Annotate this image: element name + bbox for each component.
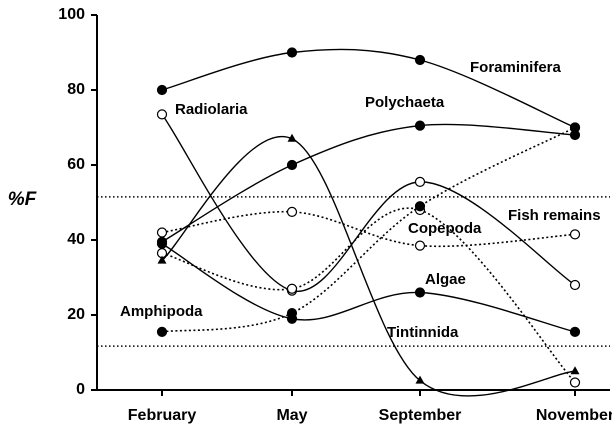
marker <box>415 375 425 384</box>
marker <box>570 366 580 375</box>
marker <box>414 201 426 212</box>
x-tick-label: September <box>379 407 462 424</box>
marker <box>286 206 298 217</box>
marker <box>156 109 168 120</box>
marker <box>414 54 426 66</box>
series-line <box>161 135 576 397</box>
marker <box>414 176 426 187</box>
series-line <box>161 123 576 243</box>
y-tick-label: 60 <box>67 156 85 173</box>
x-tick-label: February <box>128 407 197 424</box>
series-label: Fish remains <box>508 207 601 224</box>
y-tick-label: 40 <box>67 231 85 248</box>
series-line <box>161 210 576 248</box>
series-label: Algae <box>425 271 466 288</box>
marker <box>414 120 426 131</box>
marker <box>156 227 168 238</box>
y-axis-label: %F <box>8 189 38 210</box>
marker <box>569 229 581 240</box>
marker <box>286 159 298 171</box>
y-tick-label: 20 <box>67 306 85 323</box>
series-label: Copepoda <box>408 220 482 237</box>
series-label: Foraminifera <box>470 59 562 76</box>
x-tick-label: May <box>276 407 307 424</box>
marker <box>156 84 168 96</box>
x-tick-label: November <box>536 407 612 424</box>
marker <box>156 238 168 249</box>
y-tick-label: 0 <box>76 381 85 398</box>
marker <box>157 255 167 264</box>
marker <box>569 122 581 133</box>
marker <box>414 240 426 251</box>
marker <box>286 308 298 319</box>
marker <box>414 287 426 298</box>
series-line <box>161 113 576 292</box>
marker <box>156 326 168 337</box>
marker <box>569 326 581 337</box>
y-tick-label: 80 <box>67 81 85 98</box>
series-line <box>161 126 576 333</box>
marker <box>569 279 581 291</box>
marker <box>287 133 297 142</box>
series-line <box>161 207 576 384</box>
series-label: Polychaeta <box>365 94 445 111</box>
y-tick-label: 100 <box>58 6 85 23</box>
marker <box>286 283 298 294</box>
series-label: Tintinnida <box>387 324 459 341</box>
series-line <box>161 243 576 333</box>
series-label: Amphipoda <box>120 303 203 320</box>
marker <box>286 47 298 58</box>
series-label: Radiolaria <box>175 101 248 118</box>
marker <box>569 377 581 388</box>
series-line <box>161 48 576 129</box>
